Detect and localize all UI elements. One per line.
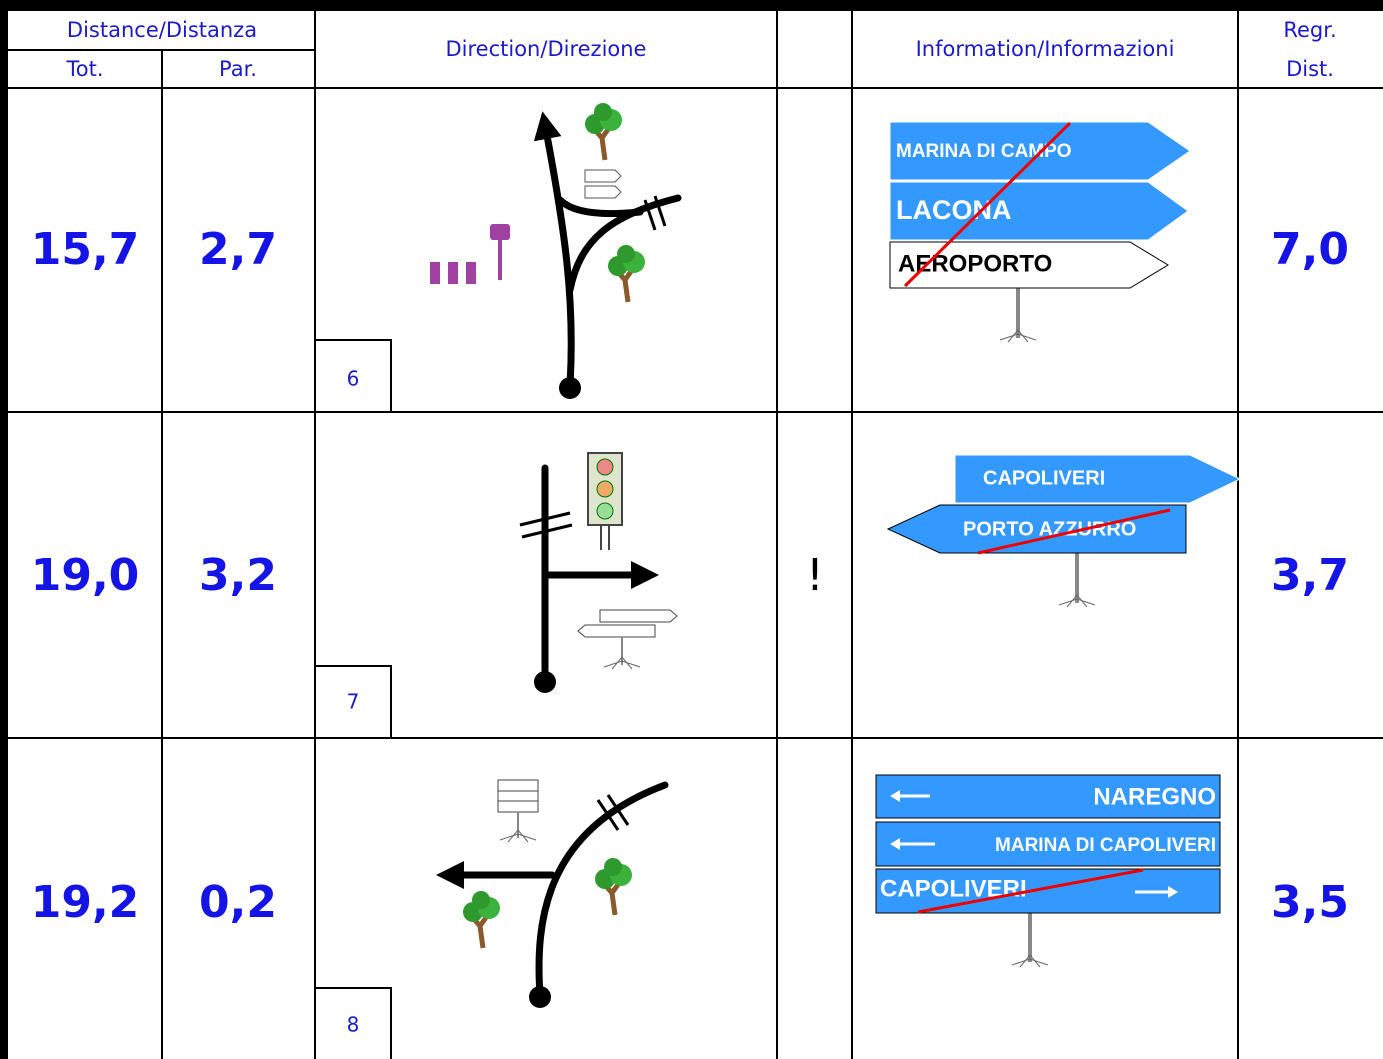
direction-diagram bbox=[430, 103, 682, 399]
note: ! bbox=[806, 550, 824, 601]
sign-board: NAREGNO MARINA DI CAPOLIVERI CAPOLIVERI bbox=[875, 774, 1221, 968]
total: 19,2 bbox=[31, 877, 140, 928]
total: 15,7 bbox=[31, 224, 140, 275]
direction-diagram bbox=[436, 779, 669, 1008]
regr-dist: 3,5 bbox=[1271, 877, 1349, 928]
partial: 2,7 bbox=[199, 224, 277, 275]
direction-diagram bbox=[519, 452, 678, 693]
sign-text: PORTO AZZURRO bbox=[963, 518, 1136, 540]
header-information: Information/Informazioni bbox=[916, 37, 1175, 61]
regr-dist: 7,0 bbox=[1271, 224, 1349, 275]
header-dist: Dist. bbox=[1286, 57, 1334, 81]
partial: 0,2 bbox=[199, 877, 277, 928]
sign-board: MARINA DI CAMPO LACONA AEROPORTO bbox=[889, 121, 1191, 343]
step: 8 bbox=[347, 1013, 360, 1037]
header-total: Tot. bbox=[65, 57, 103, 81]
header-direction: Direction/Direzione bbox=[446, 37, 647, 61]
sign-text: CAPOLIVERI bbox=[983, 467, 1105, 489]
header-partial: Par. bbox=[219, 57, 257, 81]
total: 19,0 bbox=[31, 550, 140, 601]
sign-board: CAPOLIVERI PORTO AZZURRO bbox=[886, 454, 1242, 608]
sign-text: MARINA DI CAPOLIVERI bbox=[995, 835, 1216, 856]
sign-text: CAPOLIVERI bbox=[880, 875, 1027, 902]
header-distance: Distance/Distanza bbox=[67, 18, 257, 42]
step: 6 bbox=[347, 367, 360, 391]
sign-text: NAREGNO bbox=[1093, 783, 1216, 810]
sign-text: AEROPORTO bbox=[898, 250, 1052, 277]
sign-text: MARINA DI CAMPO bbox=[896, 141, 1072, 162]
header-regr: Regr. bbox=[1283, 18, 1336, 42]
step: 7 bbox=[347, 690, 360, 714]
regr-dist: 3,7 bbox=[1271, 550, 1349, 601]
partial: 3,2 bbox=[199, 550, 277, 601]
